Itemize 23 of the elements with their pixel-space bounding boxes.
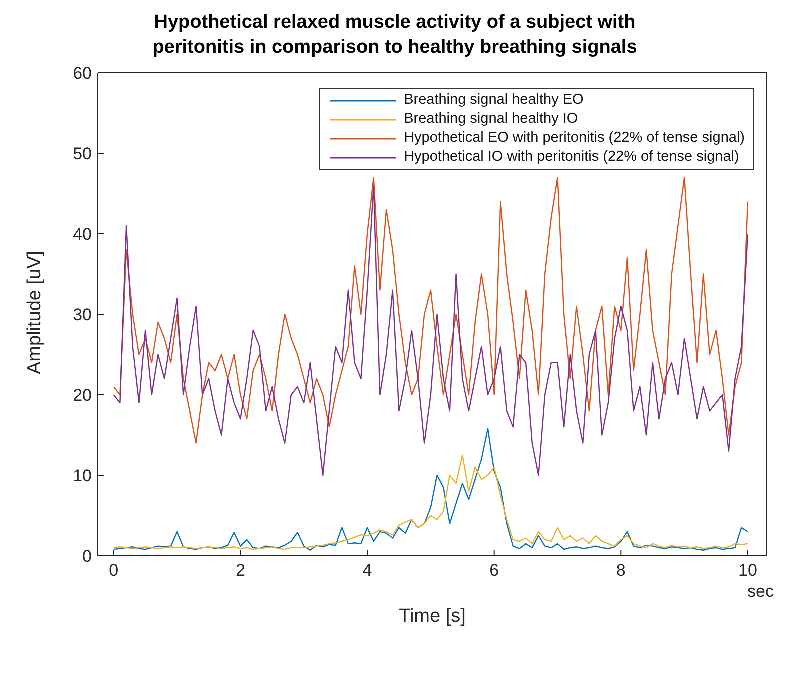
y-tick-label: 0 [82,547,92,566]
x-tick-label: 8 [616,561,626,580]
y-tick-label: 60 [73,64,92,84]
y-tick-label: 40 [73,225,92,244]
legend-label: Hypothetical IO with peritonitis (22% of tense signal) [404,148,740,167]
x-tick-label: 4 [362,561,372,580]
line-series [113,454,749,550]
line-series [113,428,749,551]
legend-label: Hypothetical EO with peritonitis (22% of tense signal) [404,129,745,148]
text: sec [748,582,774,602]
x-tick-label: 6 [490,561,500,580]
y-tick-label: 50 [73,144,92,164]
chart-title: Hypothetical relaxed muscle activity of a subject with peritonitis in comparison to healthy breathing signals [152,11,638,60]
legend-label: Breathing signal healthy EO [404,91,584,110]
x-axis-title: Time [s] [399,606,466,627]
x-tick-label: 2 [236,561,246,580]
y-tick-label: 20 [73,386,92,406]
y-axis-title: Amplitude [uV] [24,250,46,374]
x-tick-label: 0 [109,561,119,580]
legend-label: Breathing signal healthy IO [404,110,578,129]
y-tick-label: 30 [73,306,92,325]
y-tick-label: 10 [73,466,92,486]
x-tick-label: 10 [738,561,758,580]
